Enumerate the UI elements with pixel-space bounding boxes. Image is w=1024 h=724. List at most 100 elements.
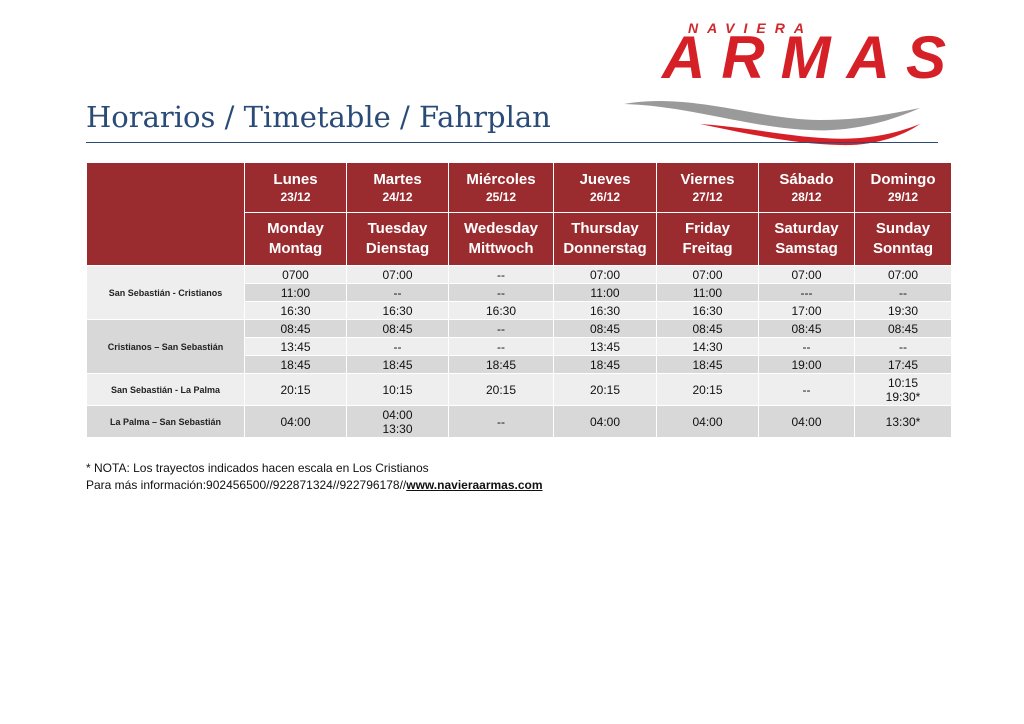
day-header: Jueves 26/12	[553, 162, 657, 213]
day-name-en: Sunday	[875, 220, 931, 237]
table-row: 11:00 -- -- 11:00 11:00 --- --	[87, 283, 952, 302]
header-corner	[86, 162, 245, 266]
departure-time: 18:45	[346, 355, 449, 374]
departure-time: 11:00	[553, 283, 657, 302]
departure-time: 11:00	[656, 283, 759, 302]
departure-time: 0700	[244, 265, 347, 284]
table-row: 18:45 18:45 18:45 18:45 18:45 19:00 17:4…	[87, 355, 952, 374]
day-date: 26/12	[589, 189, 621, 204]
logo-armas-text: ARMAS	[662, 24, 962, 91]
departure-time: --	[448, 337, 554, 356]
departure-time: 07:00	[854, 265, 952, 284]
logo-gray-wave	[624, 101, 920, 131]
departure-time: 13:45	[553, 337, 657, 356]
departure-time: 20:15	[656, 373, 759, 406]
day-name-es: Jueves	[579, 170, 631, 188]
day-name-de: Montag	[268, 240, 323, 257]
departure-time: --	[346, 283, 449, 302]
departure-time: 20:15	[244, 373, 347, 406]
departure-times: 04:00 13:30	[346, 405, 449, 438]
contact-phones: Para más información:902456500//92287132…	[86, 478, 407, 492]
day-name-en: Tuesday	[367, 220, 428, 237]
logo-wave-icon	[624, 101, 920, 146]
departure-time: --	[448, 265, 554, 284]
departure-time: 19:00	[758, 355, 855, 374]
day-header: Miércoles 25/12	[448, 162, 554, 213]
day-date: 23/12	[280, 189, 311, 204]
day-name-en: Saturday	[774, 220, 839, 237]
day-header-translation: Wedesday Mittwoch	[448, 212, 554, 266]
header-row-en-de: Monday Montag Tuesday Dienstag Wedesday Mit…	[87, 212, 952, 266]
day-name-de: Freitag	[682, 240, 733, 257]
route-label: Cristianos – San Sebastián	[86, 319, 245, 374]
departure-time: --	[854, 337, 952, 356]
day-header: Domingo 29/12	[854, 162, 952, 213]
day-header: Sábado 28/12	[758, 162, 855, 213]
departure-time: 08:45	[758, 319, 855, 338]
footnote: * NOTA: Los trayectos indicados hacen es…	[86, 460, 543, 494]
departure-time: 16:30	[656, 301, 759, 320]
departure-time: 13:30	[382, 421, 413, 436]
departure-time: 18:45	[656, 355, 759, 374]
page-title: Horarios / Timetable / Fahrplan	[86, 100, 551, 134]
day-name-de: Donnerstag	[563, 240, 647, 257]
day-header: Viernes 27/12	[656, 162, 759, 213]
day-name-en: Wedesday	[464, 220, 538, 237]
departure-time: 10:15	[887, 375, 919, 390]
title-divider	[86, 142, 938, 143]
table-row: Cristianos – San Sebastián 08:45 08:45 -…	[86, 319, 952, 374]
departure-time: 07:00	[758, 265, 855, 284]
departure-time: 20:15	[448, 373, 554, 406]
day-header-translation: Monday Montag	[244, 212, 347, 266]
contact-line: Para más información:902456500//92287132…	[86, 477, 543, 494]
departure-time: 16:30	[244, 301, 347, 320]
day-name-en: Thursday	[571, 220, 639, 237]
departure-time: 07:00	[346, 265, 449, 284]
day-header: Martes 24/12	[346, 162, 449, 213]
departure-time: ---	[758, 283, 855, 302]
departure-time: 18:45	[244, 355, 347, 374]
departure-time: 04:00	[656, 405, 759, 438]
table-row: San Sebastián - Cristianos 0700 07:00 --…	[86, 265, 952, 320]
day-header: Lunes 23/12	[244, 162, 347, 213]
departure-time: 08:45	[854, 319, 952, 338]
departure-time: 08:45	[244, 319, 347, 338]
logo-naviera-text: NAVIERA	[688, 20, 813, 36]
day-date: 29/12	[887, 189, 919, 204]
departure-time: 19:30	[854, 301, 952, 320]
departure-time: 11:00	[244, 283, 347, 302]
timetable: Lunes 23/12 Martes 24/12 Miércoles 25/12 Ju…	[86, 162, 952, 438]
departure-time: 04:00	[382, 407, 413, 422]
day-name-de: Sonntag	[873, 240, 933, 257]
departure-time: 10:15	[346, 373, 449, 406]
day-name-es: Miércoles	[466, 170, 536, 188]
day-header-translation: Saturday Samstag	[758, 212, 855, 266]
day-date: 27/12	[692, 189, 723, 204]
logo-red-wave	[700, 124, 920, 146]
departure-time: 17:00	[758, 301, 855, 320]
departure-time: 13:30*	[854, 405, 952, 438]
departure-time: 13:45	[244, 337, 347, 356]
departure-time: 16:30	[553, 301, 657, 320]
table-row: San Sebastián - La Palma 20:15 10:15 20:…	[86, 373, 952, 406]
departure-time: --	[448, 405, 554, 438]
departure-time: 20:15	[553, 373, 657, 406]
route-label: San Sebastián - Cristianos	[86, 265, 245, 320]
website-link[interactable]: www.navieraarmas.com	[406, 478, 543, 492]
day-header-translation: Sunday Sonntag	[854, 212, 952, 266]
departure-time: 16:30	[448, 301, 554, 320]
departure-time: 08:45	[553, 319, 657, 338]
day-name-de: Dienstag	[365, 240, 430, 257]
departure-time: 04:00	[244, 405, 347, 438]
departure-time: 14:30	[656, 337, 759, 356]
departure-time: --	[758, 337, 855, 356]
day-name-es: Domingo	[870, 170, 936, 188]
departure-time: 07:00	[656, 265, 759, 284]
departure-time: --	[448, 283, 554, 302]
day-name-en: Friday	[684, 220, 730, 237]
departure-time: 19:30*	[885, 389, 921, 404]
departure-time: 04:00	[758, 405, 855, 438]
departure-time: --	[346, 337, 449, 356]
day-name-de: Samstag	[775, 240, 838, 257]
departure-time: --	[758, 373, 855, 406]
